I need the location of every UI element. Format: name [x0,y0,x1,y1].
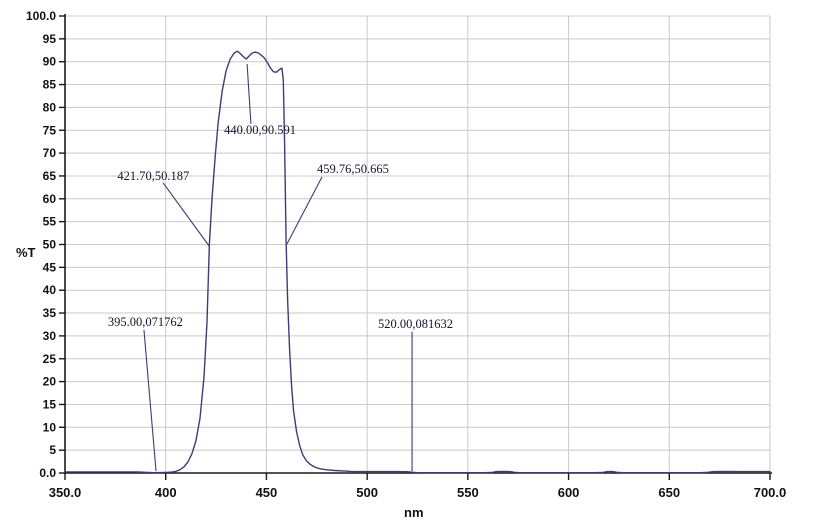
y-tick-label: 60 [43,192,57,206]
annotation-label: 520.00,081632 [378,317,453,331]
transmission-curve [64,50,771,474]
y-tick-label: 75 [43,123,57,137]
y-tick-label: 95 [43,32,57,46]
annotation-leader-line [286,176,323,245]
y-tick-label: 100.0 [26,9,56,23]
y-tick-label: 55 [43,215,57,229]
x-axis-title: nm [404,505,424,520]
y-tick-label: 40 [43,283,57,297]
y-tick-label: 20 [43,375,57,389]
annotation-leader-line [143,329,157,472]
annotation-leader-line [162,182,210,247]
y-tick-label: 90 [43,55,57,69]
annotation-label: 440.00,90.591 [224,123,296,137]
y-tick-label: 30 [43,329,57,343]
x-tick-label: 600 [558,485,580,500]
x-tick-label: 400 [155,485,177,500]
x-tick-label: 550 [457,485,479,500]
x-tick-label: 650 [658,485,680,500]
y-tick-label: 35 [43,306,57,320]
y-tick-label: 70 [43,146,57,160]
annotation-label: 459.76,50.665 [317,162,389,176]
x-tick-label: 350.0 [49,485,82,500]
y-tick-label: 45 [43,260,57,274]
y-tick-label: 5 [49,443,56,457]
annotation-leader-line [246,63,252,124]
y-tick-label: 50 [43,238,57,252]
annotation-label: 395.00,071762 [108,315,183,329]
y-axis-title: %T [16,245,36,260]
y-tick-label: 80 [43,100,57,114]
x-tick-label: 450 [256,485,278,500]
y-tick-label: 15 [43,397,57,411]
annotation-label: 421.70,50.187 [117,169,189,183]
y-tick-label: 0.0 [39,466,56,480]
y-tick-label: 85 [43,78,57,92]
y-tick-label: 65 [43,169,57,183]
y-tick-label: 10 [43,420,57,434]
y-tick-label: 25 [43,352,57,366]
x-tick-label: 500 [356,485,378,500]
x-tick-label: 700.0 [754,485,787,500]
